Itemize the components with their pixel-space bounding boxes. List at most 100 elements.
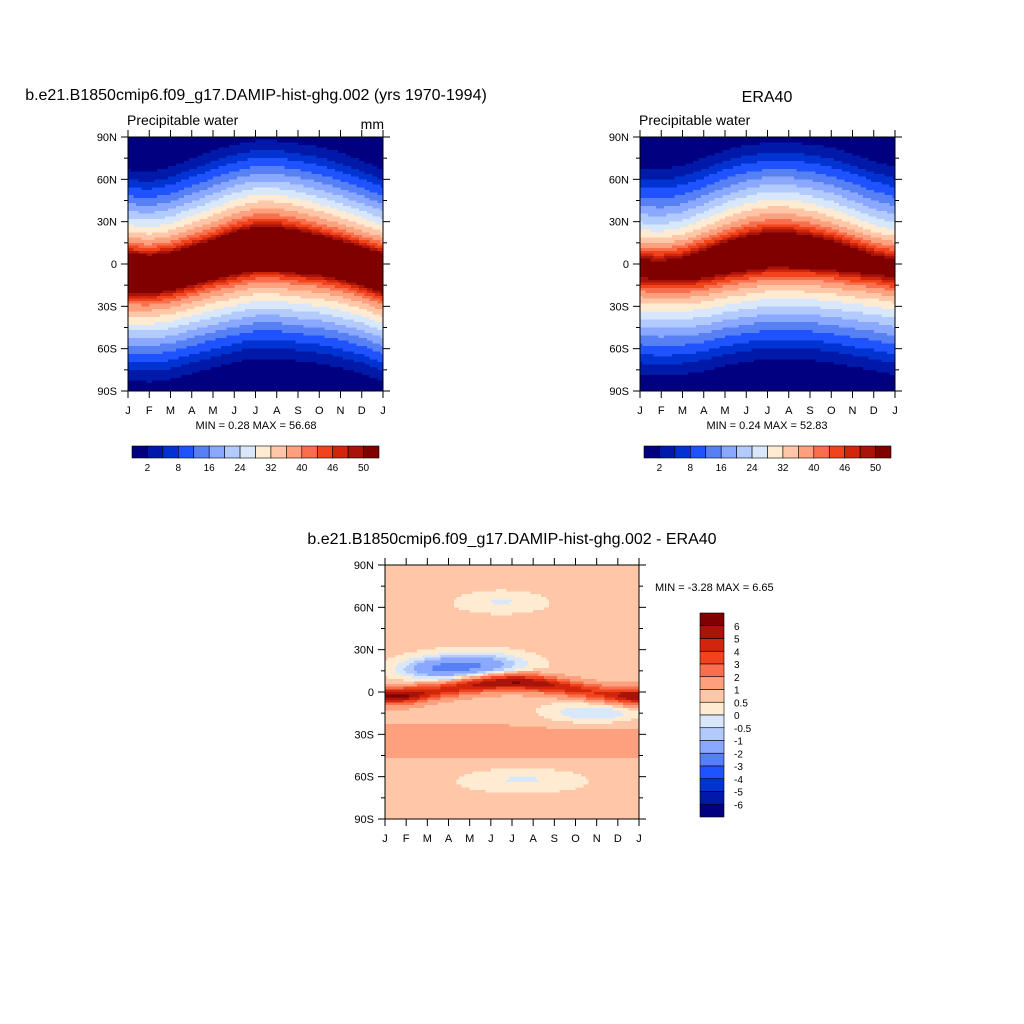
panel-model-cell — [133, 322, 137, 326]
panel-model-cell — [181, 256, 185, 260]
panel-model-cell — [138, 388, 142, 392]
panel-model-cell — [151, 290, 156, 294]
panel-model-cell — [151, 187, 156, 191]
panel-model-cell — [170, 240, 174, 244]
panel-model-cell — [189, 181, 193, 186]
panel-model-cell — [159, 311, 164, 315]
panel-model-cell — [143, 163, 148, 167]
panel-model-cell — [141, 213, 145, 217]
panel-model-cell — [157, 261, 161, 265]
panel-model-cell — [183, 211, 188, 215]
panel-model-cell — [189, 293, 193, 297]
panel-model-cell — [189, 176, 193, 180]
panel-model-cell — [133, 234, 137, 239]
panel-model-cell — [128, 137, 132, 141]
panel-model-cell — [191, 338, 196, 342]
panel-model-cell — [146, 335, 150, 339]
panel-model-cell — [149, 295, 153, 299]
panel-model-cell — [183, 137, 188, 141]
panel-model-cell — [173, 290, 177, 294]
panel-model-cell — [149, 285, 153, 289]
panel-model-cell — [135, 351, 140, 355]
panel-model-cell — [178, 266, 182, 270]
panel-model-cell — [191, 200, 196, 204]
panel-model-cell — [157, 332, 161, 337]
panel-model-cell — [178, 285, 182, 289]
panel-model-cell — [194, 219, 198, 223]
panel-model-cell — [128, 237, 132, 241]
panel-model-cell — [194, 192, 198, 196]
panel-model-cell — [143, 213, 148, 217]
panel-model-cell — [170, 340, 174, 344]
panel-model-cell — [170, 279, 174, 284]
panel-model-cell — [186, 277, 190, 281]
panel-model-cell — [178, 229, 182, 233]
panel-model-cell — [183, 181, 188, 186]
panel-model-cell — [151, 359, 156, 363]
panel-model-cell — [128, 261, 132, 265]
panel-model-cell — [133, 229, 137, 233]
panel-model-cell — [128, 279, 132, 284]
panel-model-cell — [191, 266, 196, 270]
panel-model-cell — [133, 181, 137, 186]
panel-model-cell — [167, 353, 172, 358]
panel-model-cell — [162, 197, 166, 202]
panel-model-cell — [143, 311, 148, 315]
panel-model-cell — [194, 205, 198, 210]
panel-model-cell — [183, 335, 188, 339]
panel-model-cell — [175, 375, 180, 379]
panel-model-cell — [146, 351, 150, 355]
panel-model-cell — [130, 229, 134, 233]
panel-model-cell — [194, 264, 198, 268]
panel-model-cell — [143, 290, 148, 294]
panel-model-cell — [159, 253, 164, 257]
panel-model-cell — [146, 181, 150, 186]
panel-model-cell — [157, 264, 161, 268]
panel-model-cell — [141, 303, 145, 307]
panel-model-cell — [167, 311, 172, 315]
panel-model-cell — [135, 303, 140, 307]
panel-model-cell — [165, 160, 169, 165]
panel-model-cell — [151, 348, 156, 352]
panel-model-cell — [157, 316, 161, 321]
panel-model-cell — [167, 245, 172, 249]
panel-model-cell — [165, 184, 169, 188]
panel-model-cell — [157, 330, 161, 334]
panel-model-cell — [138, 380, 142, 384]
panel-model-cell — [186, 232, 190, 236]
panel-model-cell — [181, 219, 185, 223]
panel-model-cell — [186, 367, 190, 371]
panel-model-cell — [128, 144, 132, 149]
panel-model-cell — [135, 200, 140, 204]
panel-model-cell — [141, 195, 145, 199]
panel-model-cell — [154, 208, 158, 212]
panel-model-cell — [143, 277, 148, 281]
panel-model-cell — [149, 338, 153, 342]
panel-model-cell — [194, 359, 198, 363]
panel-model-cell — [173, 242, 177, 247]
panel-model-cell — [167, 234, 172, 239]
panel-model-cell — [157, 372, 161, 376]
panel-model-cell — [130, 290, 134, 294]
panel-model-cell — [149, 327, 153, 331]
panel-model-cell — [149, 258, 153, 262]
panel-model-cell — [149, 195, 153, 199]
panel-model-cell — [128, 258, 132, 262]
panel-model-cell — [191, 166, 196, 170]
panel-model-cell — [157, 335, 161, 339]
panel-model-cell — [162, 155, 166, 159]
panel-model-cell — [138, 314, 142, 318]
panel-model-cell — [183, 147, 188, 151]
panel-model-cell — [194, 306, 198, 310]
panel-model-cell — [135, 314, 140, 318]
panel-model-cell — [181, 377, 185, 382]
panel-model-cell — [183, 139, 188, 143]
panel-model-cell — [159, 166, 164, 170]
panel-model-cell — [133, 203, 137, 207]
panel-model-cell — [181, 346, 185, 350]
panel-model-cell — [189, 253, 193, 257]
panel-model-cell — [189, 353, 193, 358]
panel-model-cell — [138, 364, 142, 368]
panel-model-cell — [170, 147, 174, 151]
panel-model-cell — [128, 213, 132, 217]
